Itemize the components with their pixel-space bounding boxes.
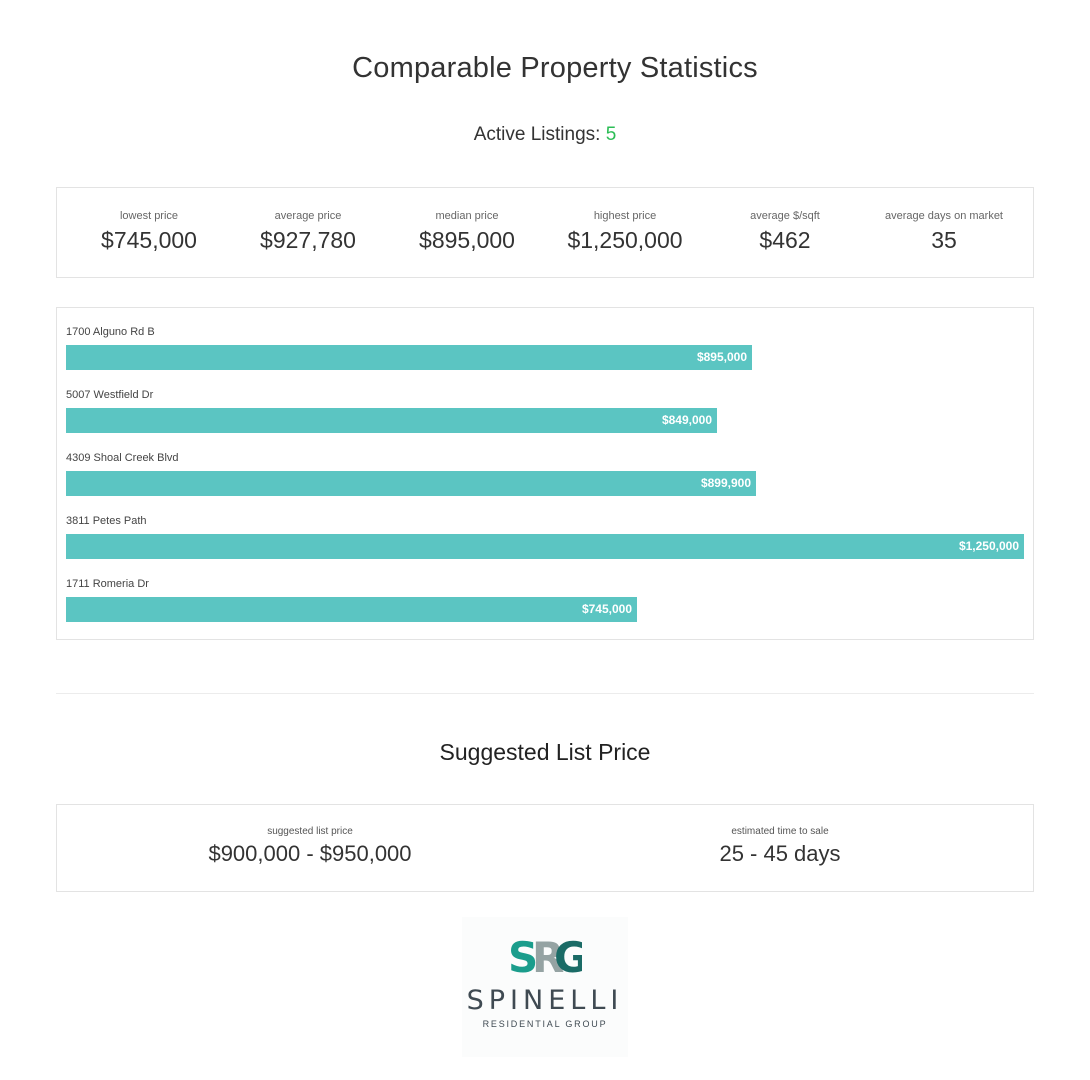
stat-value: $1,250,000 — [567, 227, 683, 253]
stat-value: $927,780 — [260, 227, 356, 253]
srg-monogram-icon: S R G — [508, 935, 582, 977]
stat-median-price: median price $895,000 — [382, 210, 552, 254]
stat-value: $745,000 — [101, 227, 197, 253]
page-title: Comparable Property Statistics — [352, 52, 758, 84]
bar-category-label: 5007 Westfield Dr — [66, 389, 154, 401]
logo-tagline: RESIDENTIAL GROUP — [482, 1019, 608, 1029]
price-bar: $895,000 — [66, 345, 752, 370]
suggested-list-price: suggested list price $900,000 - $950,000 — [150, 826, 470, 867]
stat-label: median price — [435, 210, 499, 222]
svg-text:S: S — [508, 935, 538, 977]
stat-value: $462 — [759, 227, 811, 253]
stat-label: average $/sqft — [750, 210, 820, 222]
stat-lowest-price: lowest price $745,000 — [64, 210, 234, 254]
svg-text:R: R — [532, 935, 564, 977]
stat-label: highest price — [593, 210, 657, 222]
bar-category-label: 1711 Romeria Dr — [66, 578, 149, 590]
bar-category-label: 4309 Shoal Creek Blvd — [66, 452, 179, 464]
bar-category-label: 3811 Petes Path — [66, 515, 147, 527]
suggested-price-label: suggested list price — [267, 826, 353, 837]
stat-value: 35 — [931, 227, 957, 253]
stat-label: lowest price — [119, 210, 179, 222]
stats-panel: lowest price $745,000 average price $927… — [56, 187, 1034, 278]
stat-highest-price: highest price $1,250,000 — [540, 210, 710, 254]
stat-average-price: average price $927,780 — [223, 210, 393, 254]
suggested-panel: suggested list price $900,000 - $950,000… — [56, 804, 1034, 892]
time-to-sale-value: 25 - 45 days — [719, 841, 841, 866]
suggested-price-value: $900,000 - $950,000 — [208, 841, 412, 866]
active-listings-label: Active Listings: — [473, 124, 601, 145]
time-to-sale-label: estimated time to sale — [731, 826, 829, 837]
stat-label: average price — [274, 210, 342, 222]
estimated-time-to-sale: estimated time to sale 25 - 45 days — [620, 826, 940, 867]
active-listings: Active Listings: 5 — [0, 124, 1090, 146]
price-bar: $849,000 — [66, 408, 717, 433]
bar-value-label: $899,900 — [700, 476, 751, 490]
stat-value: $895,000 — [419, 227, 515, 253]
price-bar-chart: 1700 Alguno Rd B $895,000 5007 Westfield… — [56, 307, 1034, 640]
logo-name: SPINELLI — [466, 985, 624, 1016]
price-bar: $745,000 — [66, 597, 637, 622]
price-bar: $899,900 — [66, 471, 756, 496]
stat-average-price-per-sqft: average $/sqft $462 — [700, 210, 870, 254]
company-logo: S R G SPINELLI RESIDENTIAL GROUP — [462, 917, 628, 1057]
active-listings-count: 5 — [605, 124, 617, 145]
bar-value-label: $895,000 — [696, 350, 747, 364]
suggested-heading: Suggested List Price — [439, 739, 651, 765]
bar-value-label: $1,250,000 — [958, 539, 1019, 553]
svg-text:G: G — [554, 935, 582, 977]
section-divider — [56, 693, 1034, 694]
price-bar: $1,250,000 — [66, 534, 1024, 559]
bar-value-label: $745,000 — [581, 602, 632, 616]
stat-label: average days on market — [884, 210, 1003, 222]
bar-category-label: 1700 Alguno Rd B — [66, 326, 155, 338]
bar-value-label: $849,000 — [661, 413, 712, 427]
stat-average-days-on-market: average days on market 35 — [859, 210, 1029, 254]
